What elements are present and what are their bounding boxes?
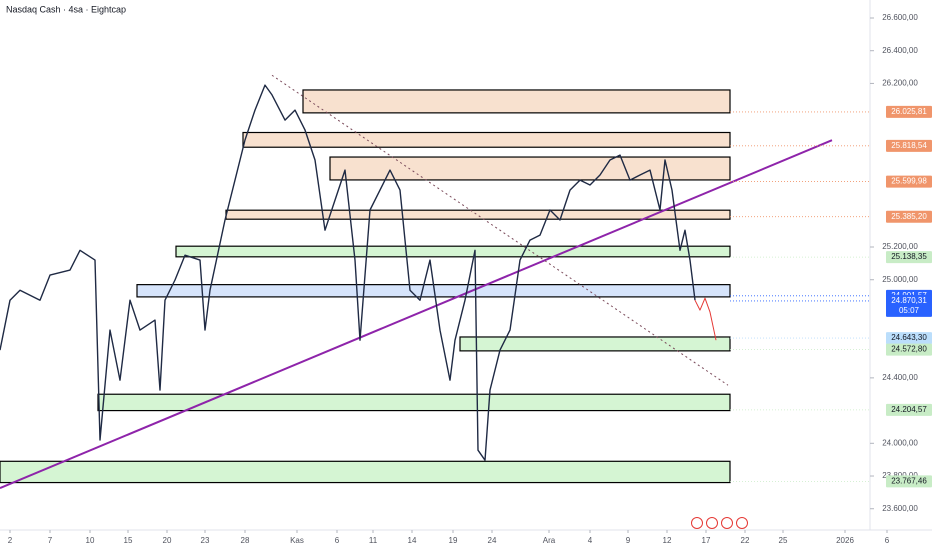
plot-area — [0, 74, 833, 490]
price-label: 23.767,46 — [891, 476, 927, 485]
x-tick-label: Ara — [543, 536, 556, 545]
x-tick-label: 28 — [241, 536, 250, 545]
price-label-box — [886, 475, 932, 488]
zone — [97, 393, 731, 412]
price-label-box — [886, 139, 932, 152]
event-icon[interactable] — [736, 517, 748, 529]
projection-line — [694, 297, 717, 341]
y-tick-label: 26.600,00 — [882, 13, 918, 22]
zone — [175, 245, 731, 258]
price-label-box — [886, 175, 932, 188]
x-tick-label: 15 — [124, 536, 133, 545]
x-tick-label: 11 — [369, 536, 378, 545]
price-label: 26.025,81 — [891, 107, 927, 116]
zone — [0, 460, 731, 484]
event-icon[interactable] — [706, 517, 718, 529]
x-tick-label: 6 — [335, 536, 340, 545]
price-label-box — [886, 251, 932, 264]
zone — [459, 336, 731, 352]
y-tick-label: 24.400,00 — [882, 373, 918, 382]
price-label: 24.643,30 — [891, 333, 927, 342]
x-tick-label: 23 — [201, 536, 210, 545]
event-icon[interactable] — [721, 517, 733, 529]
y-tick-label: 25.000,00 — [882, 275, 918, 284]
event-icon[interactable] — [691, 517, 703, 529]
x-tick-label: 4 — [588, 536, 593, 545]
zone — [302, 89, 731, 114]
x-tick-label: 20 — [163, 536, 172, 545]
y-tick-label: 24.000,00 — [882, 438, 918, 447]
chart-title: Nasdaq Cash · 4sa · Eightcap — [6, 4, 126, 14]
trend-line — [271, 74, 729, 386]
y-tick-label: 25.200,00 — [882, 242, 918, 251]
zone — [329, 156, 731, 181]
price-label: 25.599,98 — [891, 177, 927, 186]
x-tick-label: 22 — [741, 536, 750, 545]
price-label-box — [886, 210, 932, 223]
price-label: 25.385,20 — [891, 212, 927, 221]
x-tick-label: 24 — [488, 536, 497, 545]
x-tick-label: 9 — [626, 536, 631, 545]
countdown: 05:07 — [899, 306, 920, 315]
y-tick-label: 23.600,00 — [882, 504, 918, 513]
zone — [242, 131, 731, 148]
x-tick-label: 17 — [702, 536, 711, 545]
price-label-box — [886, 343, 932, 356]
price-label-box — [886, 105, 932, 118]
trend-line — [0, 139, 833, 490]
event-icons — [691, 517, 748, 529]
x-tick-label: 6 — [885, 536, 890, 545]
x-tick-label: 19 — [449, 536, 458, 545]
x-tick-label: 2 — [8, 536, 13, 545]
x-tick-label: 25 — [779, 536, 788, 545]
x-tick-label: Kas — [290, 536, 304, 545]
y-tick-label: 26.400,00 — [882, 46, 918, 55]
price-label: 25.818,54 — [891, 141, 927, 150]
x-tick-label: 2026 — [836, 536, 854, 545]
x-tick-label: 14 — [408, 536, 417, 545]
x-tick-label: 7 — [48, 536, 53, 545]
price-label-box — [886, 403, 932, 416]
price-label-box — [886, 332, 932, 345]
x-tick-label: 10 — [86, 536, 95, 545]
price-label: 25.138,35 — [891, 252, 927, 261]
price-label: 24.204,57 — [891, 405, 927, 414]
y-tick-label: 26.200,00 — [882, 79, 918, 88]
price-label-box — [886, 294, 932, 317]
price-label: 24.572,80 — [891, 345, 927, 354]
price-line — [0, 84, 696, 461]
x-tick-label: 12 — [663, 536, 672, 545]
price-label: 24.870,31 — [891, 296, 927, 305]
